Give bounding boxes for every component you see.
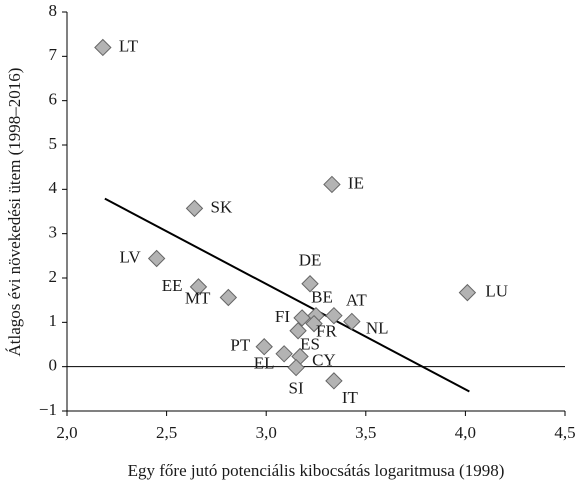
y-tick-label: 7 [49, 45, 58, 64]
data-point [219, 288, 238, 307]
data-point [289, 322, 307, 340]
x-tick-label: 3,0 [256, 423, 277, 442]
point-label: LU [485, 282, 508, 301]
point-label: ES [300, 335, 320, 354]
y-tick-label: 2 [49, 267, 58, 286]
y-tick-label: 4 [49, 178, 58, 197]
point-label: LV [120, 247, 142, 266]
point-label: NL [366, 318, 389, 337]
point-label: MT [185, 288, 211, 307]
data-point [293, 309, 311, 327]
data-point [323, 175, 341, 194]
data-point [275, 345, 293, 363]
data-point [94, 38, 112, 57]
data-point [305, 314, 323, 333]
data-point [189, 278, 208, 296]
x-axis-title: Egy főre jutó potenciális kibocsátás log… [128, 461, 505, 480]
data-point [185, 199, 204, 218]
point-label: IT [342, 388, 359, 407]
point-label: IE [348, 173, 364, 192]
x-tick-label: 3,5 [355, 423, 376, 442]
y-tick-label: 0 [49, 356, 58, 375]
point-label: DE [299, 251, 322, 270]
data-point [325, 372, 343, 390]
point-label: FI [275, 307, 290, 326]
y-axis-title: Átlagos évi növekedési ütem (1998–2016) [5, 68, 24, 357]
y-tick-label: 8 [49, 1, 58, 20]
point-label: BE [311, 288, 333, 307]
x-tick-label: 2,0 [56, 423, 77, 442]
data-point [287, 358, 305, 377]
data-point [147, 249, 166, 268]
point-label: CY [312, 350, 336, 369]
y-tick-label: 5 [49, 134, 58, 153]
data-point [343, 312, 361, 331]
data-point [325, 306, 343, 325]
data-point [255, 338, 273, 356]
x-tick-label: 4,0 [455, 423, 476, 442]
x-tick-label: 4,5 [554, 423, 575, 442]
data-point [458, 283, 477, 302]
point-label: FR [316, 322, 337, 341]
x-tick-label: 2,5 [156, 423, 177, 442]
trendline [104, 197, 470, 393]
point-label: EE [162, 276, 183, 295]
y-tick-label: 1 [49, 311, 58, 330]
data-point [301, 275, 319, 293]
point-label: PT [230, 336, 250, 355]
y-tick-label: −1 [39, 400, 57, 419]
y-tick-label: 3 [49, 223, 58, 242]
point-label: EL [254, 354, 275, 373]
point-label: AT [346, 291, 367, 310]
point-label: SI [289, 378, 304, 397]
point-label: LT [119, 36, 139, 55]
y-tick-label: 6 [49, 90, 58, 109]
point-label: SK [210, 197, 232, 216]
